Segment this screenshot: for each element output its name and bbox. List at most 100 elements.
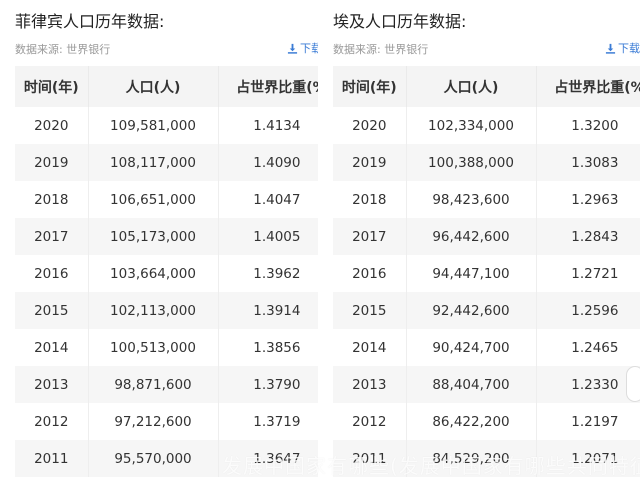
- population-cell: 109,581,000: [88, 107, 219, 144]
- population-cell: 100,513,000: [88, 329, 219, 366]
- table-header-row: 时间(年) 人口(人) 占世界比重(%: [333, 66, 640, 107]
- world-share-cell: 1.3962: [218, 255, 318, 292]
- population-table: 时间(年) 人口(人) 占世界比重(% 2020 109,581,000 1.4…: [15, 66, 318, 477]
- table-row: 2014 100,513,000 1.3856: [15, 329, 318, 366]
- panel-title: 埃及人口历年数据:: [333, 12, 467, 31]
- population-cell: 98,423,600: [406, 181, 537, 218]
- egypt-population-panel: 埃及人口历年数据: 数据来源: 世界银行 下载 时间(年) 人口(人) 占世界比…: [318, 0, 640, 480]
- download-icon: [287, 43, 298, 54]
- column-header-world-share[interactable]: 占世界比重(%: [536, 66, 640, 107]
- table-row: 2011 84,529,200 1.2071: [333, 440, 640, 477]
- table-row: 2015 92,442,600 1.2596: [333, 292, 640, 329]
- population-cell: 98,871,600: [88, 366, 219, 403]
- population-cell: 100,388,000: [406, 144, 537, 181]
- year-cell: 2017: [333, 218, 407, 255]
- world-share-cell: 1.2330: [536, 366, 640, 403]
- table-row: 2015 102,113,000 1.3914: [15, 292, 318, 329]
- table-row: 2016 103,664,000 1.3962: [15, 255, 318, 292]
- population-cell: 95,570,000: [88, 440, 219, 477]
- table-row: 2019 100,388,000 1.3083: [333, 144, 640, 181]
- download-button[interactable]: 下载: [287, 40, 318, 56]
- world-share-cell: 1.3790: [218, 366, 318, 403]
- column-header-population[interactable]: 人口(人): [88, 66, 219, 107]
- year-cell: 2016: [333, 255, 407, 292]
- year-cell: 2014: [333, 329, 407, 366]
- column-header-population[interactable]: 人口(人): [406, 66, 537, 107]
- table-row: 2012 97,212,600 1.3719: [15, 403, 318, 440]
- year-cell: 2020: [333, 107, 407, 144]
- data-source-label: 数据来源: 世界银行: [15, 43, 111, 56]
- world-share-cell: 1.2721: [536, 255, 640, 292]
- world-share-cell: 1.2596: [536, 292, 640, 329]
- year-cell: 2012: [333, 403, 407, 440]
- year-cell: 2011: [333, 440, 407, 477]
- world-share-cell: 1.2197: [536, 403, 640, 440]
- year-cell: 2014: [15, 329, 89, 366]
- table-row: 2011 95,570,000 1.3647: [15, 440, 318, 477]
- population-cell: 103,664,000: [88, 255, 219, 292]
- world-share-cell: 1.3647: [218, 440, 318, 477]
- table-row: 2018 98,423,600 1.2963: [333, 181, 640, 218]
- population-cell: 97,212,600: [88, 403, 219, 440]
- table-row: 2020 102,334,000 1.3200: [333, 107, 640, 144]
- year-cell: 2013: [15, 366, 89, 403]
- year-cell: 2020: [15, 107, 89, 144]
- year-cell: 2013: [333, 366, 407, 403]
- table-header-row: 时间(年) 人口(人) 占世界比重(%: [15, 66, 318, 107]
- year-cell: 2015: [15, 292, 89, 329]
- table-row: 2018 106,651,000 1.4047: [15, 181, 318, 218]
- table-row: 2014 90,424,700 1.2465: [333, 329, 640, 366]
- table-row: 2012 86,422,200 1.2197: [333, 403, 640, 440]
- world-share-cell: 1.2963: [536, 181, 640, 218]
- world-share-cell: 1.3083: [536, 144, 640, 181]
- population-cell: 94,447,100: [406, 255, 537, 292]
- table-row: 2016 94,447,100 1.2721: [333, 255, 640, 292]
- world-share-cell: 1.2843: [536, 218, 640, 255]
- year-cell: 2011: [15, 440, 89, 477]
- world-share-cell: 1.3856: [218, 329, 318, 366]
- population-cell: 108,117,000: [88, 144, 219, 181]
- world-share-cell: 1.3200: [536, 107, 640, 144]
- philippines-population-panel: 菲律宾人口历年数据: 数据来源: 世界银行 下载 时间(年) 人口(人) 占世界…: [0, 0, 318, 480]
- world-share-cell: 1.3914: [218, 292, 318, 329]
- download-icon: [605, 43, 616, 54]
- download-label: 下载: [618, 42, 640, 55]
- floating-scroll-handle[interactable]: [626, 366, 640, 402]
- year-cell: 2015: [333, 292, 407, 329]
- download-button[interactable]: 下载: [605, 40, 640, 56]
- population-table: 时间(年) 人口(人) 占世界比重(% 2020 102,334,000 1.3…: [333, 66, 640, 477]
- data-source-label: 数据来源: 世界银行: [333, 43, 429, 56]
- year-cell: 2016: [15, 255, 89, 292]
- world-share-cell: 1.4005: [218, 218, 318, 255]
- year-cell: 2018: [15, 181, 89, 218]
- table-row: 2020 109,581,000 1.4134: [15, 107, 318, 144]
- column-header-year[interactable]: 时间(年): [333, 66, 407, 107]
- table-row: 2017 96,442,600 1.2843: [333, 218, 640, 255]
- year-cell: 2019: [15, 144, 89, 181]
- year-cell: 2012: [15, 403, 89, 440]
- population-cell: 88,404,700: [406, 366, 537, 403]
- world-share-cell: 1.3719: [218, 403, 318, 440]
- population-cell: 102,334,000: [406, 107, 537, 144]
- world-share-cell: 1.2465: [536, 329, 640, 366]
- panel-title: 菲律宾人口历年数据:: [15, 12, 165, 31]
- population-cell: 84,529,200: [406, 440, 537, 477]
- table-row: 2013 88,404,700 1.2330: [333, 366, 640, 403]
- world-share-cell: 1.4090: [218, 144, 318, 181]
- world-share-cell: 1.2071: [536, 440, 640, 477]
- column-header-world-share[interactable]: 占世界比重(%: [218, 66, 318, 107]
- table-row: 2013 98,871,600 1.3790: [15, 366, 318, 403]
- table-row: 2019 108,117,000 1.4090: [15, 144, 318, 181]
- population-cell: 102,113,000: [88, 292, 219, 329]
- column-header-year[interactable]: 时间(年): [15, 66, 89, 107]
- year-cell: 2019: [333, 144, 407, 181]
- population-cell: 90,424,700: [406, 329, 537, 366]
- population-cell: 86,422,200: [406, 403, 537, 440]
- year-cell: 2018: [333, 181, 407, 218]
- population-cell: 105,173,000: [88, 218, 219, 255]
- world-share-cell: 1.4134: [218, 107, 318, 144]
- download-label: 下载: [300, 42, 318, 55]
- population-cell: 92,442,600: [406, 292, 537, 329]
- table-row: 2017 105,173,000 1.4005: [15, 218, 318, 255]
